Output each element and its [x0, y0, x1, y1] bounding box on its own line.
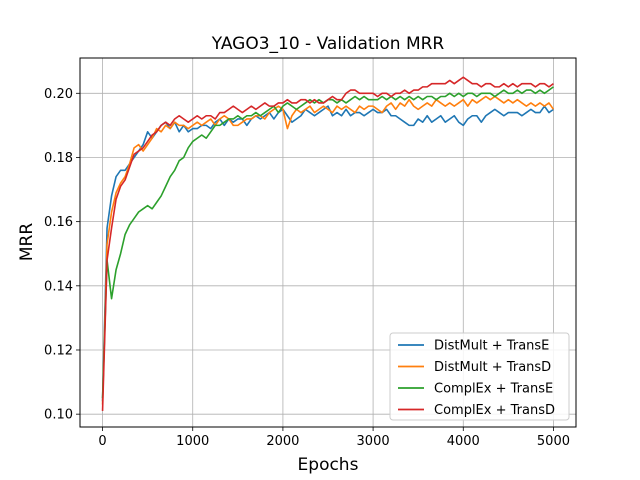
y-axis-title: MRR: [17, 223, 37, 261]
grid: [80, 58, 576, 427]
legend-label: ComplEx + TransE: [434, 382, 553, 397]
legend-label: ComplEx + TransD: [434, 403, 555, 418]
series-lines: [101, 76, 555, 411]
x-tick-label: 0: [98, 434, 106, 449]
x-tick-label: 1000: [176, 434, 209, 449]
y-tick-label: 0.18: [44, 151, 73, 166]
y-tick-label: 0.14: [44, 279, 73, 294]
x-axis-ticks: 0 1000 2000 3000 4000 5000: [98, 427, 570, 449]
x-axis-title: Epochs: [298, 455, 359, 475]
y-tick-label: 0.16: [44, 215, 73, 230]
x-tick-label: 5000: [537, 434, 570, 449]
series-line-2: [101, 95, 555, 405]
x-tick-label: 2000: [266, 434, 299, 449]
y-tick-label: 0.20: [44, 87, 73, 102]
y-axis-ticks: 0.10 0.12 0.14 0.16 0.18 0.20: [44, 87, 80, 423]
series-line-1: [101, 105, 554, 402]
y-tick-label: 0.12: [44, 343, 73, 358]
x-tick-label: 4000: [447, 434, 480, 449]
y-tick-label: 0.10: [44, 408, 73, 423]
chart-title: YAGO3_10 - Validation MRR: [211, 34, 445, 54]
legend: DistMult + TransE DistMult + TransD ComplE…: [389, 332, 570, 421]
legend-label: DistMult + TransE: [434, 339, 549, 354]
series-line-4: [101, 76, 554, 411]
legend-box: [389, 332, 570, 421]
plot-frame: [79, 57, 577, 428]
legend-label: DistMult + TransD: [434, 360, 551, 375]
x-tick-label: 3000: [357, 434, 390, 449]
